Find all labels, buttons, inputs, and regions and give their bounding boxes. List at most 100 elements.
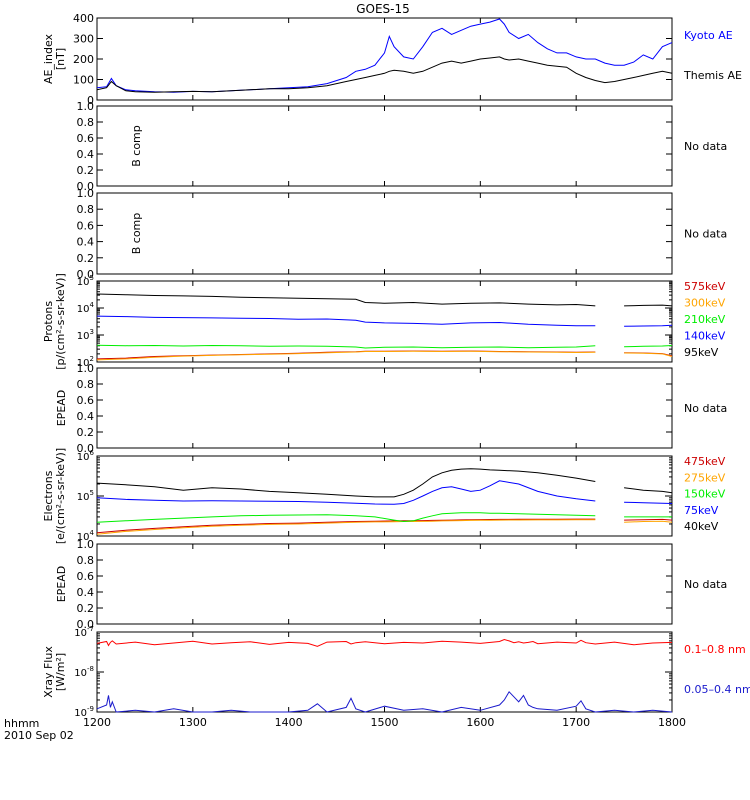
y-axis-label: AE_index: [42, 33, 55, 84]
y-tick-label: 300: [73, 33, 94, 46]
y-tick-label: 1.0: [77, 538, 95, 551]
y-tick-label: 1.0: [77, 100, 95, 113]
series-line-0-1-0-8-nm: [96, 638, 673, 647]
series-line-300kev: [96, 350, 673, 361]
legend-entry: 300keV: [684, 297, 726, 310]
no-data-label: No data: [684, 578, 727, 591]
y-axis-label: [e/(cm²-s-sr-keV)]: [54, 448, 67, 544]
legend-entry: 150keV: [684, 488, 726, 501]
y-tick-label: 0.0: [77, 180, 95, 193]
y-tick-label: 0.8: [77, 203, 95, 216]
y-tick-label: 10-8: [74, 665, 94, 679]
panel-ae: 0 100 200 300 400 AE_index [nT] Kyoto AE Themis …: [42, 12, 742, 107]
y-tick-label: 102: [77, 355, 94, 369]
y-tick-label: 200: [73, 53, 94, 66]
panel-epead2: 0.0 0.2 0.4 0.6 0.8 1.0 EPEAD No data: [55, 538, 727, 631]
x-tick-label: 1200: [83, 716, 111, 729]
y-tick-label: 100: [73, 74, 94, 87]
y-tick-label: 103: [77, 328, 94, 342]
y-tick-label: 0: [87, 94, 94, 107]
series-line-75kev: [96, 480, 673, 505]
y-axis-label: [W/m²]: [54, 653, 67, 691]
footer-hhmm-label: hhmm: [4, 717, 39, 730]
panel-epead1: 0.0 0.2 0.4 0.6 0.8 1.0 EPEAD No data: [55, 362, 727, 455]
y-tick-label: 106: [77, 449, 95, 463]
legend-entry: 75keV: [684, 504, 719, 517]
panel-protons: 102 103 104 105 Protons [p/(cm²-s-sr-keV)] 575…: [42, 273, 726, 370]
series-line-0-05-0-4-nm: [96, 690, 673, 713]
panel-b1: 0.0 0.2 0.4 0.6 0.8 1.0 B comp No data: [77, 100, 728, 193]
footer-date-label: 2010 Sep 02: [4, 729, 74, 742]
y-tick-label: 105: [77, 274, 94, 288]
panel-frame: [96, 192, 673, 275]
y-tick-label: 0.6: [77, 570, 95, 583]
panels: 0 100 200 300 400 AE_index [nT] Kyoto AE Themis …: [42, 12, 750, 729]
series-line-210kev: [96, 344, 673, 349]
y-axis-label: [nT]: [54, 48, 67, 70]
y-tick-label: 0.8: [77, 554, 95, 567]
x-tick-label: 1800: [658, 716, 686, 729]
legend-entry: 275keV: [684, 471, 726, 484]
series-line-275kev: [96, 519, 673, 535]
y-tick-label: 0.0: [77, 618, 95, 631]
panel-xray: 1200 1300 1400 1500 1600 1700 1800 10-9 10-8 10-7…: [42, 625, 750, 729]
y-tick-label: 0.2: [77, 426, 95, 439]
legend-entry: 140keV: [684, 330, 726, 343]
y-axis-label: EPEAD: [55, 390, 68, 427]
series-line-themis-ae: [96, 56, 673, 93]
legend-entry: 40keV: [684, 520, 719, 533]
series-line-95kev: [96, 293, 673, 307]
y-tick-label: 0.4: [77, 148, 95, 161]
legend-entry: Kyoto AE: [684, 29, 733, 42]
x-tick-label: 1400: [275, 716, 303, 729]
y-axis-label: B comp: [130, 213, 143, 255]
y-tick-label: 0.0: [77, 442, 95, 455]
panel-b2: 0.0 0.2 0.4 0.6 0.8 1.0 B comp No data: [77, 187, 728, 281]
y-tick-label: 0.2: [77, 164, 95, 177]
y-tick-label: 105: [77, 489, 94, 503]
x-tick-label: 1600: [466, 716, 494, 729]
legend-entry: 0.05–0.4 nm: [684, 683, 750, 696]
panel-frame: [96, 105, 673, 187]
series-line-140kev: [96, 315, 673, 327]
y-tick-label: 0.6: [77, 132, 95, 145]
legend-entry: Themis AE: [683, 69, 742, 82]
legend-entry: 210keV: [684, 313, 726, 326]
no-data-label: No data: [684, 140, 727, 153]
y-axis-label: B comp: [130, 125, 143, 167]
y-tick-label: 400: [73, 12, 94, 25]
x-tick-label: 1300: [179, 716, 207, 729]
legend-entry: 475keV: [684, 455, 726, 468]
y-axis-label: EPEAD: [55, 566, 68, 603]
y-tick-label: 0.4: [77, 410, 95, 423]
panel-frame: [96, 543, 673, 625]
y-tick-label: 0.6: [77, 219, 95, 232]
no-data-label: No data: [684, 228, 727, 241]
panel-frame: [96, 280, 673, 363]
y-axis-label: [p/(cm²-s-sr-keV)]: [54, 273, 67, 370]
legend-entry: 95keV: [684, 346, 719, 359]
y-tick-label: 0.8: [77, 378, 95, 391]
y-tick-label: 104: [77, 529, 95, 543]
y-tick-label: 0.4: [77, 586, 95, 599]
y-axis-label: Xray Flux: [42, 646, 55, 698]
y-tick-label: 0.2: [77, 252, 95, 265]
y-tick-label: 0.0: [77, 268, 95, 281]
y-tick-label: 104: [77, 301, 95, 315]
panel-frame: [96, 455, 673, 537]
y-axis-label: Electrons: [42, 470, 55, 521]
x-tick-label: 1500: [371, 716, 399, 729]
series-line-kyoto-ae: [96, 18, 673, 93]
legend-entry: 0.1–0.8 nm: [684, 643, 746, 656]
figure-title: GOES-15: [356, 2, 410, 16]
y-axis-label: Protons: [42, 301, 55, 342]
x-tick-label: 1700: [562, 716, 590, 729]
y-tick-label: 0.6: [77, 394, 95, 407]
series-line-150kev: [96, 512, 672, 523]
legend-entry: 575keV: [684, 280, 726, 293]
series-line-475kev: [96, 518, 673, 534]
no-data-label: No data: [684, 402, 727, 415]
panel-electrons: 104 105 106 Electrons [e/(cm²-s-sr-keV)] 475k…: [42, 448, 726, 544]
series-line-40kev: [96, 468, 673, 498]
